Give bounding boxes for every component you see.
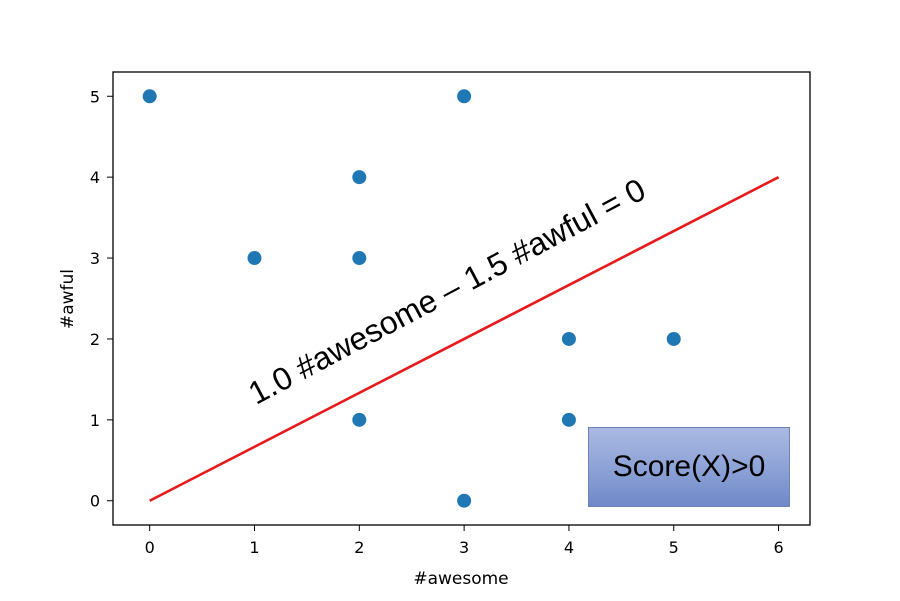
score-region-text: Score(X)>0 [612,450,766,483]
plot-frame [112,71,811,526]
chart-marks [142,89,681,508]
x-tick-label: 2 [354,538,364,557]
y-tick-label: 1 [90,411,100,430]
data-point [457,89,472,104]
x-tick-label: 6 [773,538,783,557]
y-axis-label: #awful [58,269,78,329]
decision-boundary-label: 1.0 #awesome – 1.5 #awful = 0 [242,171,651,411]
data-point [561,331,576,346]
data-point [352,170,367,185]
data-point [247,251,262,266]
score-region-label: Score(X)>0 [588,427,790,507]
x-tick-label: 3 [459,538,469,557]
x-axis-label: #awesome [413,569,508,589]
y-tick-label: 4 [90,168,100,187]
x-tick-label: 1 [249,538,259,557]
y-tick-label: 3 [90,249,100,268]
y-tick-label: 2 [90,330,100,349]
data-point [457,493,472,508]
y-axis-ticks: 0 1 2 3 4 5 [90,87,113,511]
x-tick-label: 4 [564,538,574,557]
data-point [142,89,157,104]
x-axis-ticks: 0 1 2 3 4 5 6 [145,525,784,557]
x-tick-label: 0 [145,538,155,557]
data-point [561,412,576,427]
y-tick-label: 0 [90,492,100,511]
x-tick-label: 5 [669,538,679,557]
data-point [352,412,367,427]
data-point [666,331,681,346]
data-point [352,251,367,266]
decision-boundary-line [149,176,780,502]
y-tick-label: 5 [90,87,100,106]
